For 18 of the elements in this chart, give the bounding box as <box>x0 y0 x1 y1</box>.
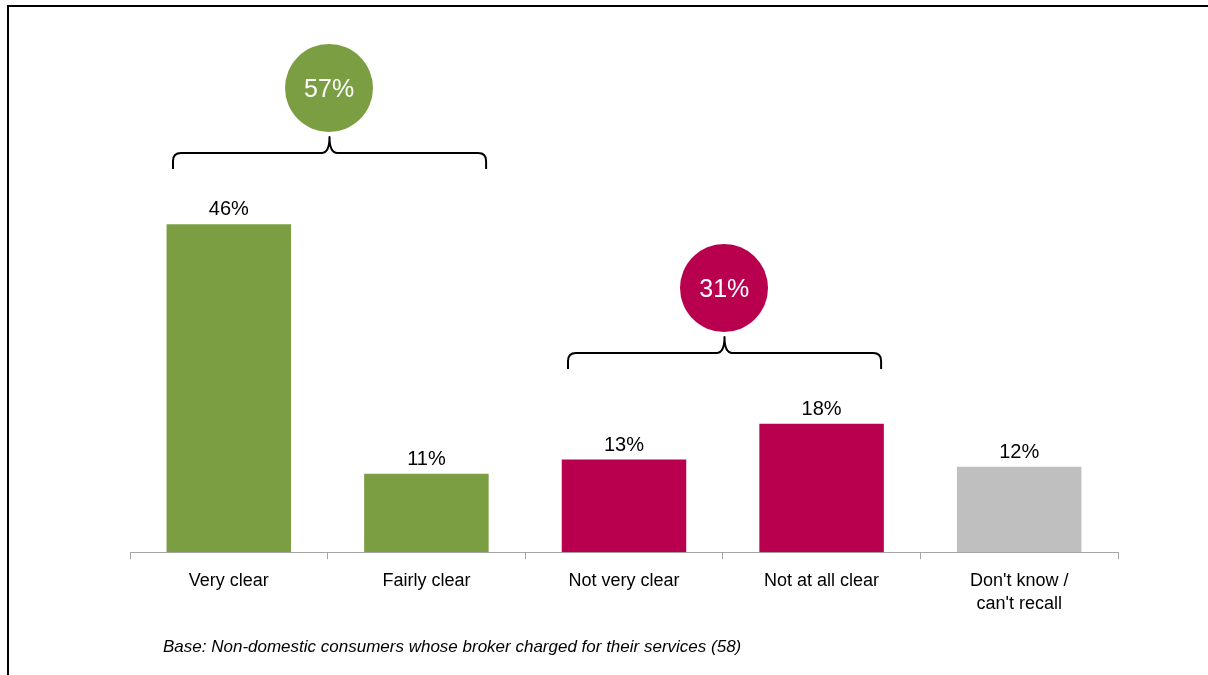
x-tick-label: Fairly clear <box>382 569 471 590</box>
x-tick-label: Very clear <box>188 569 269 590</box>
data-label: 46% <box>208 197 250 220</box>
data-label: 18% <box>801 396 842 419</box>
x-tick-label: Not at all clear <box>764 569 880 590</box>
data-label: 11% <box>407 446 446 469</box>
bar <box>166 224 292 553</box>
annotation: 31% <box>699 273 750 302</box>
data-label: 13% <box>603 432 645 455</box>
text: 57% <box>304 74 355 103</box>
bar <box>956 466 1082 553</box>
x-tick-label: Not very clear <box>568 569 680 590</box>
text: Base: Non-domestic consumers whose broker charged for their services (58) <box>163 637 742 657</box>
data-label: 12% <box>999 439 1040 462</box>
bar <box>364 473 489 553</box>
x-tick-label: Don't know / can't recall <box>969 569 1069 614</box>
bar <box>759 423 884 553</box>
bar <box>561 459 687 553</box>
